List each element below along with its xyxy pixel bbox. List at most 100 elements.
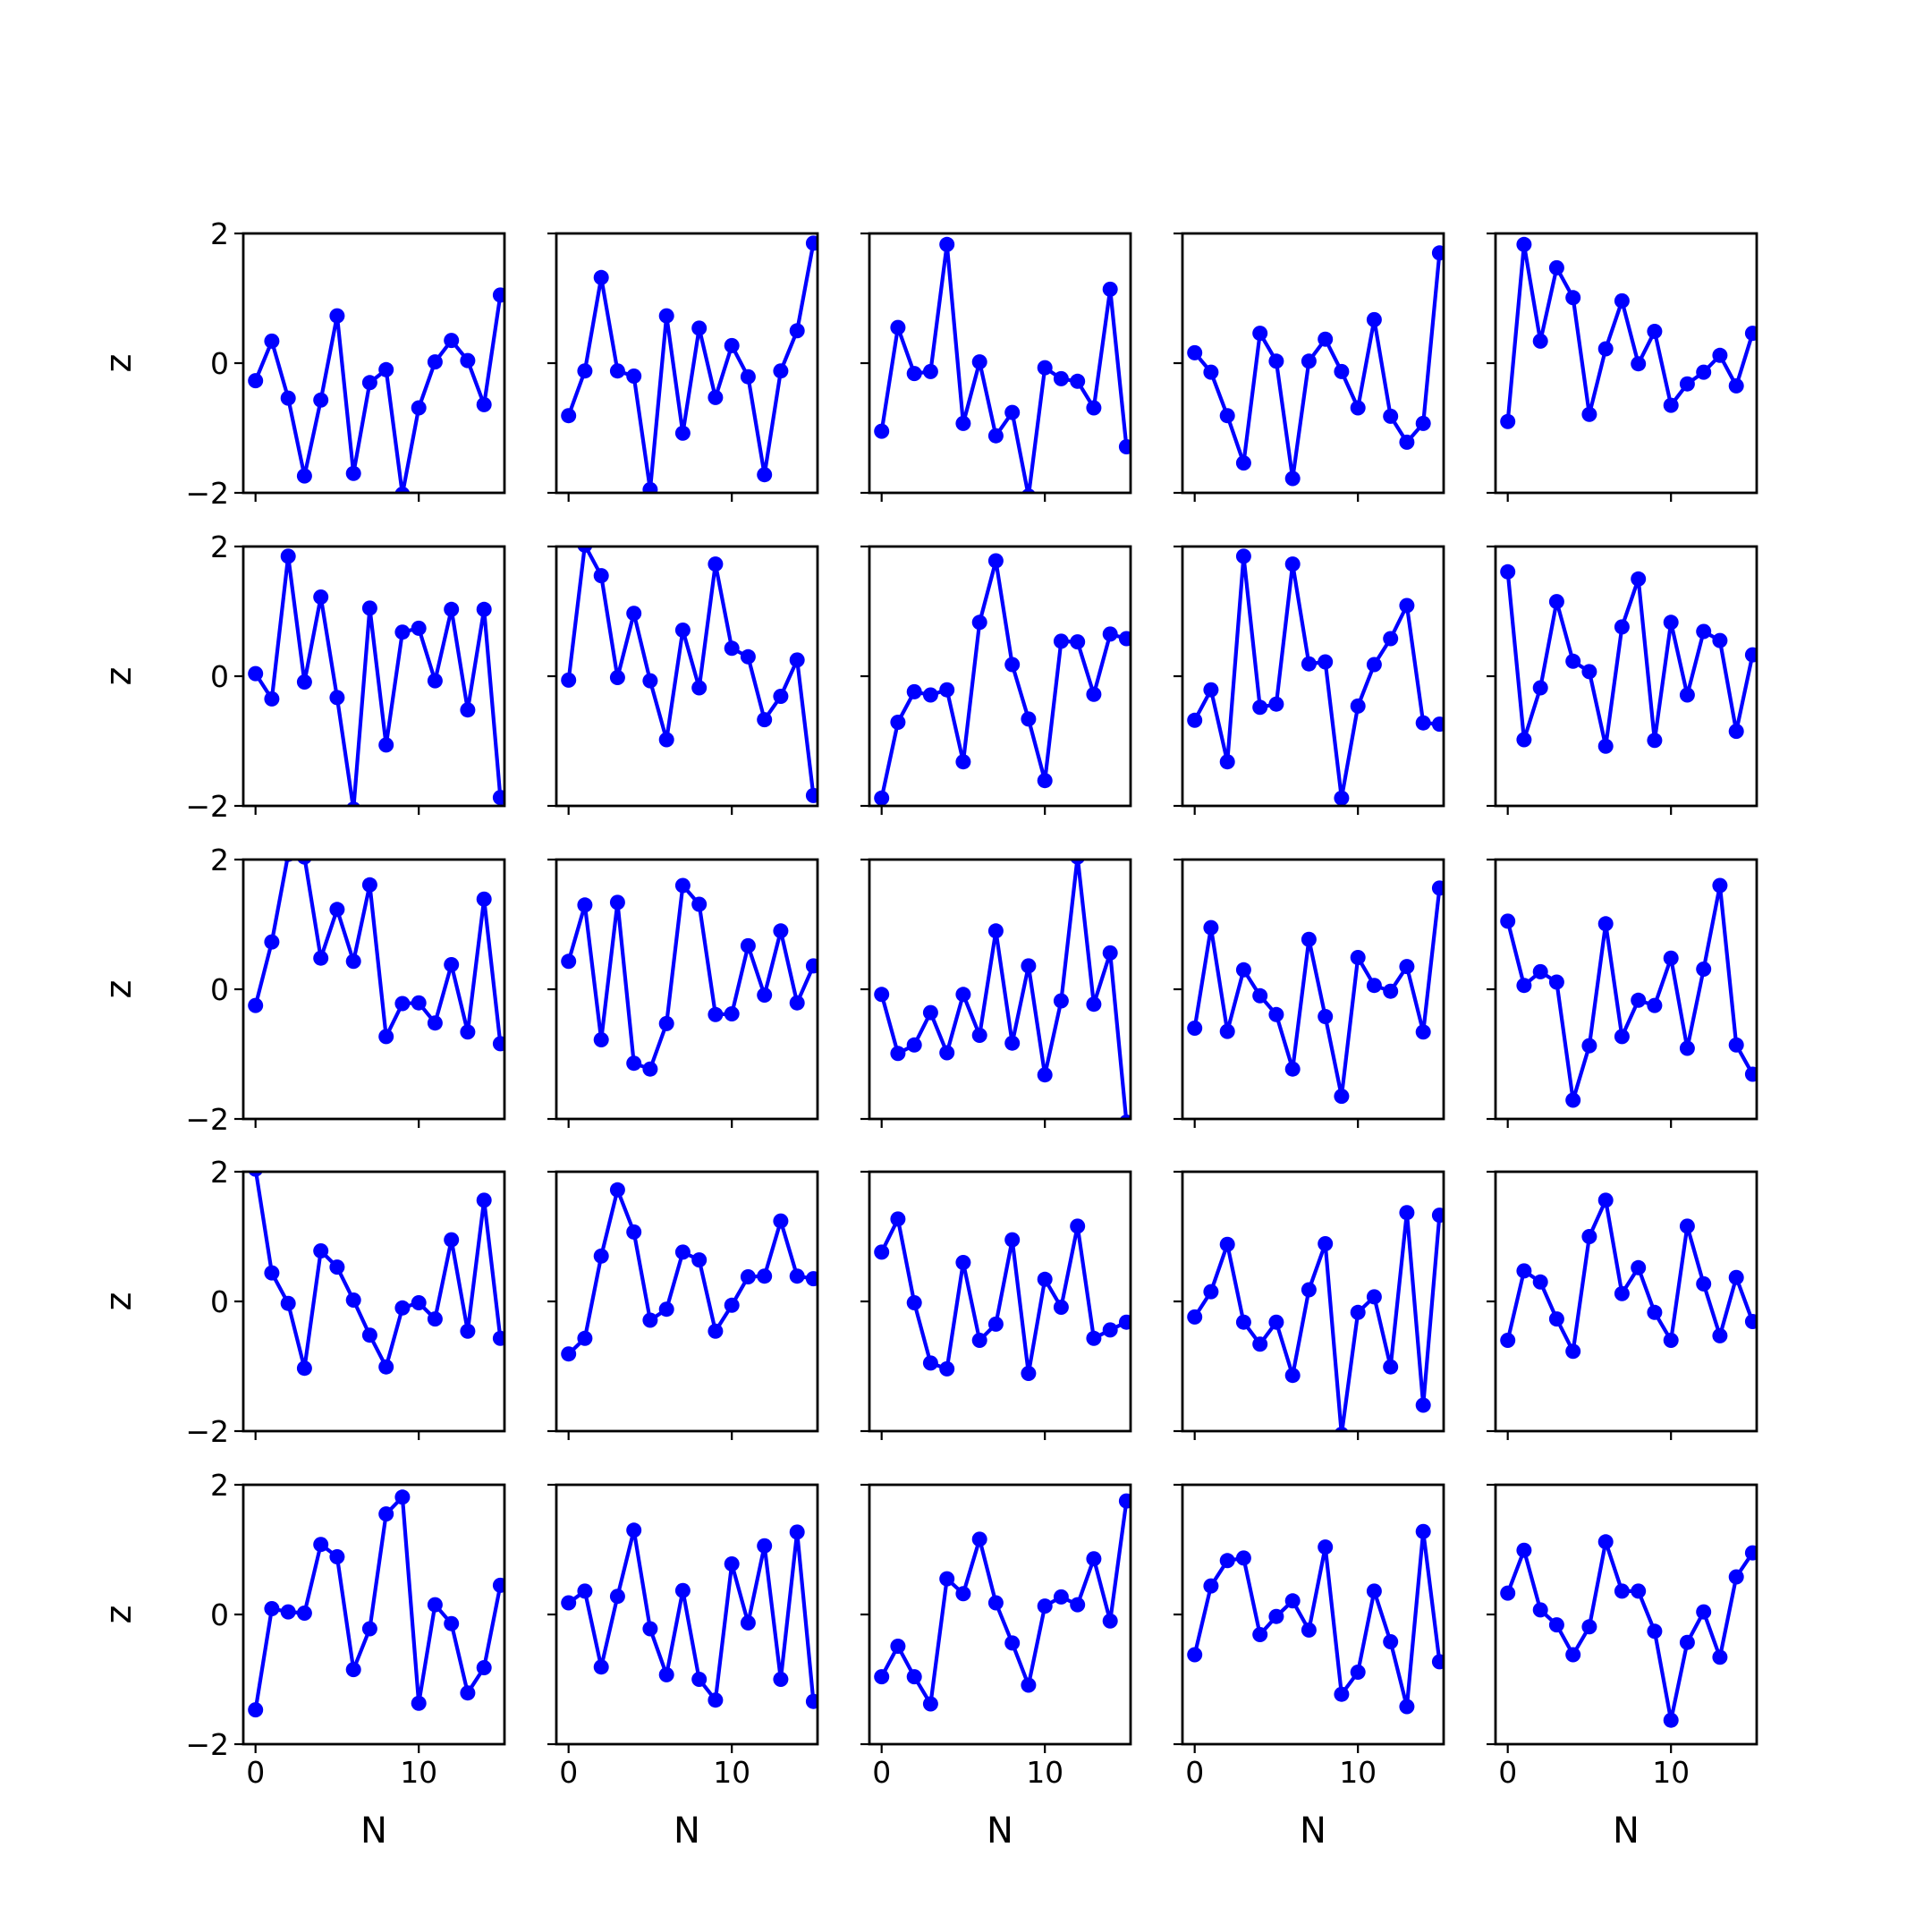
data-point	[1219, 1236, 1235, 1252]
data-point	[874, 1669, 890, 1685]
y-tick-label: 0	[210, 346, 229, 381]
data-point	[1532, 333, 1548, 349]
subplot-5-1: 0 10 −2 0 2 Nz	[98, 1468, 506, 1852]
data-point	[1548, 974, 1564, 990]
data-point	[1597, 1534, 1614, 1550]
data-point	[1004, 404, 1021, 420]
data-point	[1203, 682, 1219, 698]
data-point	[1647, 733, 1663, 749]
data-point	[1631, 992, 1647, 1008]
subplot-1-5	[1487, 232, 1758, 502]
data-point	[1631, 1583, 1647, 1599]
data-point	[1366, 1289, 1382, 1305]
data-point	[378, 1359, 394, 1375]
plot-area	[248, 1172, 504, 1377]
data-point	[691, 1672, 708, 1687]
data-point	[1647, 997, 1663, 1013]
data-point	[1021, 711, 1037, 727]
data-point	[971, 354, 987, 370]
axes-frame	[242, 545, 506, 808]
data-point	[378, 1506, 394, 1522]
axes-frame	[1181, 545, 1445, 808]
data-point	[1334, 790, 1350, 806]
data-point	[789, 995, 805, 1011]
data-point	[626, 1224, 642, 1240]
data-point	[264, 1265, 280, 1281]
data-point	[1712, 1649, 1728, 1665]
data-point	[1581, 406, 1597, 422]
data-point	[1679, 376, 1695, 392]
data-point	[609, 363, 625, 379]
data-point	[1431, 1654, 1444, 1670]
data-point	[1663, 1333, 1679, 1348]
data-point	[313, 1537, 329, 1553]
data-point	[444, 1232, 460, 1248]
data-point	[890, 715, 906, 730]
data-point	[922, 363, 938, 379]
data-point	[1318, 331, 1334, 347]
data-point	[378, 737, 394, 753]
data-point	[378, 361, 394, 377]
data-point	[1118, 1314, 1131, 1330]
data-point	[1235, 548, 1251, 564]
data-point	[740, 937, 756, 953]
data-point	[313, 1243, 329, 1258]
data-point	[593, 1659, 609, 1675]
data-point	[1268, 353, 1284, 369]
data-point	[922, 1355, 938, 1371]
data-point	[1053, 993, 1069, 1009]
data-point	[378, 1029, 394, 1045]
subplot-4-5	[1487, 1170, 1758, 1440]
data-point	[460, 352, 476, 369]
data-point	[1070, 1218, 1086, 1234]
data-point	[476, 396, 492, 412]
data-point	[1696, 1604, 1712, 1620]
data-point	[1053, 633, 1069, 649]
plot-area	[1500, 1192, 1757, 1360]
plot-area	[561, 1522, 818, 1709]
data-point	[296, 1606, 312, 1621]
data-point	[1284, 1061, 1301, 1077]
data-point	[1037, 1271, 1053, 1287]
data-point	[658, 1015, 674, 1031]
data-point	[1631, 571, 1647, 587]
data-point	[444, 333, 460, 349]
data-point	[1021, 1366, 1037, 1381]
plot-area	[248, 287, 504, 493]
data-point	[1532, 1274, 1548, 1290]
data-point	[1696, 1275, 1712, 1292]
y-tick-label: 2	[210, 1155, 229, 1190]
data-point	[561, 1346, 577, 1362]
data-point	[609, 1589, 625, 1605]
data-point	[444, 957, 460, 972]
data-point	[740, 1269, 756, 1284]
data-point	[561, 408, 577, 424]
data-point	[939, 682, 955, 698]
series-line	[1505, 1539, 1755, 1723]
data-point	[313, 950, 329, 966]
data-point	[674, 425, 691, 441]
axes-frame	[1494, 545, 1758, 808]
data-point	[1383, 408, 1399, 424]
data-point	[476, 1192, 492, 1208]
data-point	[1679, 1218, 1695, 1234]
plot-area	[1187, 245, 1444, 487]
data-point	[955, 1586, 971, 1602]
data-point	[1053, 370, 1069, 386]
data-point	[939, 1045, 955, 1061]
data-point	[1037, 360, 1053, 376]
data-point	[361, 375, 377, 391]
data-point	[955, 415, 971, 431]
data-point	[394, 1300, 411, 1316]
data-point	[1252, 699, 1268, 716]
data-point	[577, 363, 593, 379]
data-point	[1037, 773, 1053, 789]
data-point	[971, 1333, 987, 1348]
data-point	[1431, 716, 1444, 733]
data-point	[1366, 1583, 1382, 1599]
y-tick-label: −2	[185, 789, 229, 824]
data-point	[411, 1295, 427, 1310]
data-point	[1399, 597, 1415, 614]
data-point	[297, 860, 312, 865]
data-point	[987, 553, 1004, 569]
